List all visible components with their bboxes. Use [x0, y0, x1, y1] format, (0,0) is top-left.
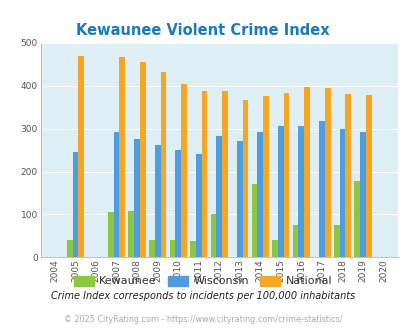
- Bar: [134, 139, 140, 257]
- Bar: [210, 214, 216, 257]
- Bar: [140, 62, 145, 257]
- Legend: Kewaunee, Wisconsin, National: Kewaunee, Wisconsin, National: [69, 271, 336, 291]
- Bar: [67, 240, 72, 257]
- Text: Crime Index corresponds to incidents per 100,000 inhabitants: Crime Index corresponds to incidents per…: [51, 291, 354, 301]
- Bar: [190, 241, 195, 257]
- Bar: [365, 95, 371, 257]
- Bar: [345, 94, 350, 257]
- Bar: [108, 212, 113, 257]
- Bar: [72, 152, 78, 257]
- Bar: [277, 126, 283, 257]
- Bar: [201, 91, 207, 257]
- Bar: [359, 132, 365, 257]
- Bar: [298, 126, 303, 257]
- Bar: [292, 225, 298, 257]
- Bar: [271, 240, 277, 257]
- Bar: [216, 136, 222, 257]
- Bar: [283, 93, 289, 257]
- Bar: [354, 181, 359, 257]
- Bar: [119, 57, 125, 257]
- Bar: [222, 91, 227, 257]
- Text: © 2025 CityRating.com - https://www.cityrating.com/crime-statistics/: © 2025 CityRating.com - https://www.city…: [64, 315, 341, 324]
- Bar: [257, 132, 262, 257]
- Bar: [149, 240, 154, 257]
- Bar: [195, 154, 201, 257]
- Bar: [318, 121, 324, 257]
- Bar: [78, 56, 84, 257]
- Bar: [160, 72, 166, 257]
- Bar: [113, 132, 119, 257]
- Bar: [339, 129, 345, 257]
- Bar: [236, 141, 242, 257]
- Bar: [128, 211, 134, 257]
- Bar: [262, 96, 268, 257]
- Bar: [333, 225, 339, 257]
- Bar: [154, 146, 160, 257]
- Bar: [181, 83, 186, 257]
- Bar: [303, 87, 309, 257]
- Bar: [175, 150, 181, 257]
- Bar: [251, 184, 257, 257]
- Bar: [242, 100, 248, 257]
- Text: Kewaunee Violent Crime Index: Kewaunee Violent Crime Index: [76, 23, 329, 38]
- Bar: [169, 240, 175, 257]
- Bar: [324, 88, 330, 257]
